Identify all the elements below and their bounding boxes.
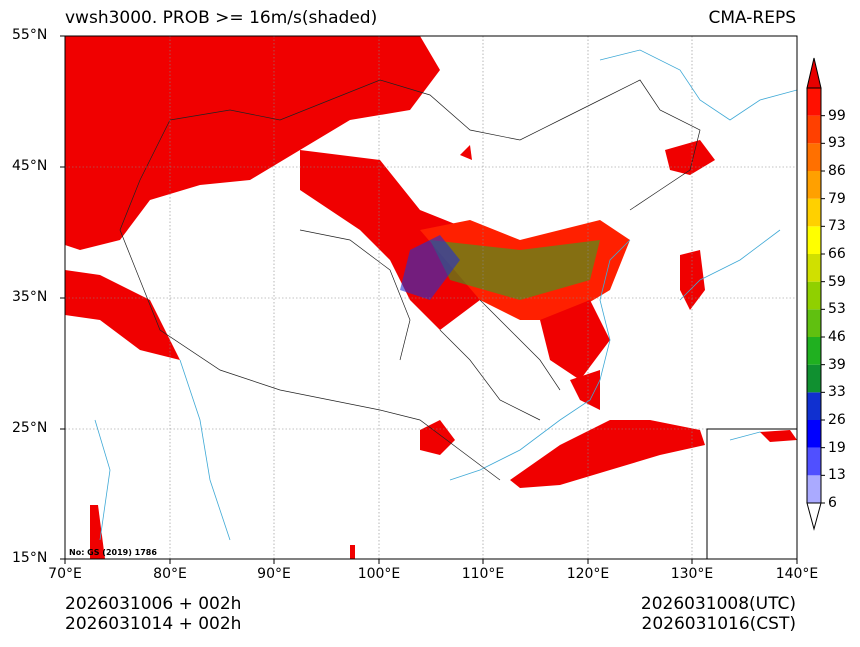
valid-time-block: 2026031008(UTC) 2026031016(CST) — [641, 594, 796, 634]
colorbar-segment — [807, 171, 821, 199]
colorbar-label: 13 — [828, 467, 846, 484]
colorbar-label: 53 — [828, 301, 846, 318]
colorbar-over-triangle — [806, 57, 822, 89]
colorbar-segment — [807, 420, 821, 448]
colorbar-label: 39 — [828, 356, 846, 373]
axis-ticks — [60, 35, 798, 564]
colorbar-under-triangle — [806, 502, 822, 531]
colorbar-label: 93 — [828, 135, 846, 152]
colorbar — [806, 57, 825, 531]
colorbar-label: 79 — [828, 190, 846, 207]
colorbar-segment — [807, 364, 821, 393]
graticule — [65, 36, 797, 559]
colorbar-segment — [807, 88, 821, 116]
lat-label-45: 45°N — [12, 158, 48, 174]
init-time-block: 2026031006 + 002h 2026031014 + 002h — [65, 594, 241, 634]
colorbar-segment — [807, 254, 821, 282]
colorbar-segment — [807, 198, 821, 227]
lon-label-120: 120°E — [566, 566, 610, 582]
lat-label-15: 15°N — [12, 550, 48, 566]
colorbar-segment — [807, 337, 821, 365]
lon-label-130: 130°E — [670, 566, 714, 582]
colorbar-segment — [807, 115, 821, 144]
colorbar-label: 19 — [828, 439, 846, 456]
colorbar-segment — [807, 143, 821, 171]
init-time-cst: 2026031014 + 002h — [65, 614, 242, 634]
colorbar-label: 46 — [828, 329, 846, 345]
colorbar-label: 99 — [828, 107, 846, 124]
colorbar-segment — [807, 475, 821, 503]
lat-label-55: 55°N — [12, 27, 48, 43]
lat-label-35: 35°N — [12, 289, 48, 305]
model-name: CMA-REPS — [708, 8, 796, 28]
lon-label-140: 140°E — [775, 566, 819, 582]
lon-label-90: 90°E — [257, 566, 291, 582]
map-title: vwsh3000. PROB >= 16m/s(shaded) — [65, 8, 378, 28]
colorbar-label: 59 — [828, 273, 846, 290]
colorbar-segment — [807, 392, 821, 420]
valid-time-utc: 2026031008(UTC) — [640, 594, 796, 614]
colorbar-label: 66 — [828, 246, 846, 262]
colorbar-segment — [807, 309, 821, 337]
colorbar-segment — [807, 281, 821, 310]
south-china-sea-inset — [706, 428, 798, 560]
init-time-utc: 2026031006 + 002h — [65, 594, 242, 614]
lon-label-110: 110°E — [461, 566, 505, 582]
colorbar-frame — [806, 87, 822, 504]
shaded-probability-areas — [65, 36, 715, 559]
lat-label-25: 25°N — [12, 420, 48, 436]
map-approval-number: No: GS (2019) 1786 — [69, 548, 157, 557]
colorbar-label: 33 — [828, 384, 846, 401]
colorbar-label: 73 — [828, 218, 846, 235]
coastlines — [94, 49, 797, 541]
colorbar-segment — [807, 226, 821, 254]
lon-label-80: 80°E — [153, 566, 187, 582]
colorbar-label: 6 — [828, 495, 837, 511]
lon-label-100: 100°E — [357, 566, 401, 582]
borders — [119, 79, 701, 481]
lon-label-70: 70°E — [48, 566, 82, 582]
colorbar-label: 26 — [828, 412, 846, 428]
valid-time-cst: 2026031016(CST) — [641, 614, 796, 634]
colorbar-label: 86 — [828, 163, 846, 179]
colorbar-segment — [807, 447, 821, 476]
